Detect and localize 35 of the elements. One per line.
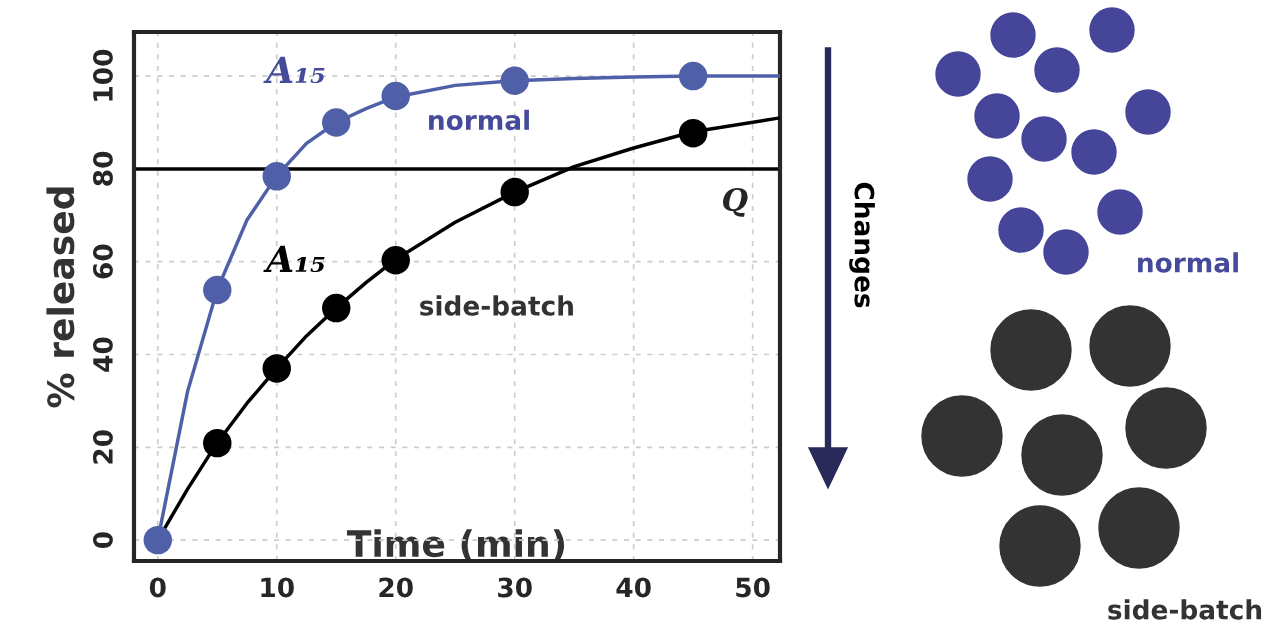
x-axis-title: Time (min) <box>346 529 565 562</box>
point <box>203 428 232 458</box>
series-label: side-batch <box>420 295 573 316</box>
point <box>678 118 708 148</box>
ref-line-label: Q <box>723 187 748 217</box>
y-tick-label: 40 <box>92 337 113 372</box>
x-tick-label: 0 <box>149 577 166 598</box>
point <box>500 66 529 95</box>
point <box>500 177 529 207</box>
annotation: A₁₅ <box>263 245 325 273</box>
text: Changes <box>849 182 875 308</box>
x-tick-label: 40 <box>616 577 651 598</box>
y-tick-label: 80 <box>92 151 113 186</box>
point <box>322 293 351 323</box>
x-tick-label: 50 <box>736 577 770 598</box>
text: normal <box>1138 252 1238 273</box>
point <box>381 81 410 111</box>
y-axis-title: % released <box>46 187 75 408</box>
point <box>322 108 351 137</box>
point <box>262 162 291 191</box>
series-label: normal <box>429 109 529 131</box>
y-tick-label: 20 <box>92 430 113 464</box>
x-tick-label: 20 <box>379 577 413 598</box>
annotation: A₁₅ <box>263 56 325 84</box>
x-tick-label: 10 <box>261 577 294 598</box>
y-tick-label: 60 <box>92 244 113 279</box>
point <box>262 354 291 383</box>
text: side-batch <box>1108 599 1262 620</box>
point <box>678 61 708 91</box>
point <box>143 525 173 555</box>
point <box>381 246 410 275</box>
y-tick-label: 0 <box>92 532 113 549</box>
x-tick-label: 30 <box>498 577 532 598</box>
point <box>203 275 232 305</box>
y-tick-label: 100 <box>92 49 113 101</box>
